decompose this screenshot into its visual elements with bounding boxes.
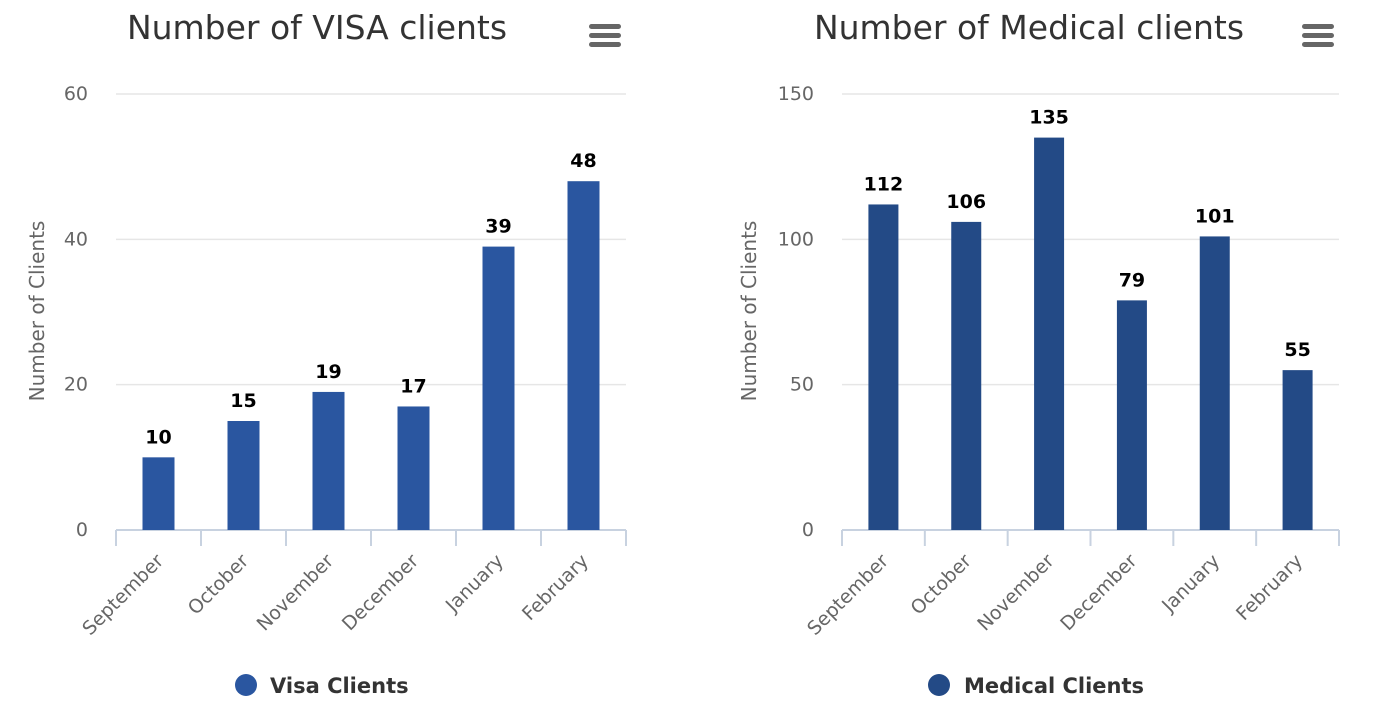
legend[interactable]: Visa Clients	[235, 674, 409, 698]
x-tick-label: December	[1056, 550, 1141, 635]
bar[interactable]	[227, 421, 260, 530]
x-tick-label: January	[1157, 550, 1224, 617]
x-tick-label: September	[78, 550, 168, 640]
hamburger-menu-icon[interactable]	[1302, 22, 1334, 48]
legend-marker	[928, 674, 950, 696]
data-label: 106	[946, 191, 986, 213]
data-label: 48	[570, 150, 596, 172]
x-tick-label: November	[253, 550, 339, 636]
bar[interactable]	[1034, 137, 1065, 530]
bar[interactable]	[1282, 370, 1313, 530]
y-tick-label: 20	[64, 374, 88, 396]
x-tick-label: February	[1232, 550, 1307, 625]
visa-clients-chart: Number of VISA clients Number of Clients…	[0, 0, 660, 716]
chart-title: Number of VISA clients	[127, 8, 507, 47]
bar[interactable]	[951, 221, 982, 531]
bar[interactable]	[868, 204, 899, 530]
data-label: 55	[1284, 339, 1310, 361]
data-label: 19	[315, 361, 341, 383]
y-axis-label: Number of Clients	[737, 221, 761, 402]
y-tick-label: 150	[778, 83, 814, 105]
y-tick-label: 0	[76, 519, 88, 541]
medical-chart-svg: Number of Medical clients Number of Clie…	[737, 8, 1340, 698]
bar[interactable]	[397, 406, 430, 530]
gridlines	[842, 93, 1339, 386]
data-label: 39	[485, 216, 511, 238]
y-tick-label: 100	[778, 228, 814, 250]
bar[interactable]	[1116, 300, 1147, 530]
bar[interactable]	[142, 457, 175, 530]
data-label: 10	[145, 426, 171, 448]
y-tick-label: 40	[64, 228, 88, 250]
data-labels: 112 106 135 79 101 55	[864, 107, 1311, 362]
y-axis-label: Number of Clients	[25, 221, 49, 402]
legend-label[interactable]: Medical Clients	[964, 674, 1144, 698]
x-tick-label: November	[973, 550, 1059, 636]
x-tick-label: October	[184, 550, 253, 619]
legend-label[interactable]: Visa Clients	[270, 674, 409, 698]
hamburger-menu-icon[interactable]	[589, 22, 621, 48]
data-label: 17	[400, 375, 426, 397]
x-axis	[115, 529, 627, 546]
bars	[142, 181, 600, 530]
medical-clients-chart: Number of Medical clients Number of Clie…	[712, 0, 1390, 716]
chart-title: Number of Medical clients	[814, 8, 1244, 47]
y-tick-label: 60	[64, 83, 88, 105]
bar[interactable]	[312, 391, 345, 530]
y-axis-ticks: 0 20 40 60	[64, 83, 88, 541]
y-axis-ticks: 0 50 100 150	[778, 83, 814, 541]
gridlines	[116, 93, 626, 386]
visa-chart-svg: Number of VISA clients Number of Clients…	[25, 8, 627, 698]
data-labels: 10 15 19 17 39 48	[145, 150, 596, 448]
legend-marker	[235, 674, 257, 696]
y-tick-label: 50	[790, 374, 814, 396]
bars	[868, 137, 1313, 531]
x-tick-label: January	[441, 550, 508, 617]
bar[interactable]	[567, 181, 600, 530]
legend[interactable]: Medical Clients	[928, 674, 1144, 698]
data-label: 101	[1195, 205, 1235, 227]
x-axis	[841, 529, 1340, 546]
data-label: 15	[230, 390, 256, 412]
y-tick-label: 0	[802, 519, 814, 541]
x-tick-label: December	[338, 550, 423, 635]
x-tick-label: September	[803, 550, 893, 640]
data-label: 135	[1029, 107, 1069, 129]
bar[interactable]	[482, 246, 515, 530]
bar[interactable]	[1199, 236, 1230, 530]
data-label: 79	[1119, 269, 1145, 291]
x-tick-label: February	[518, 550, 593, 625]
x-tick-label: October	[906, 550, 975, 619]
data-label: 112	[864, 173, 904, 195]
